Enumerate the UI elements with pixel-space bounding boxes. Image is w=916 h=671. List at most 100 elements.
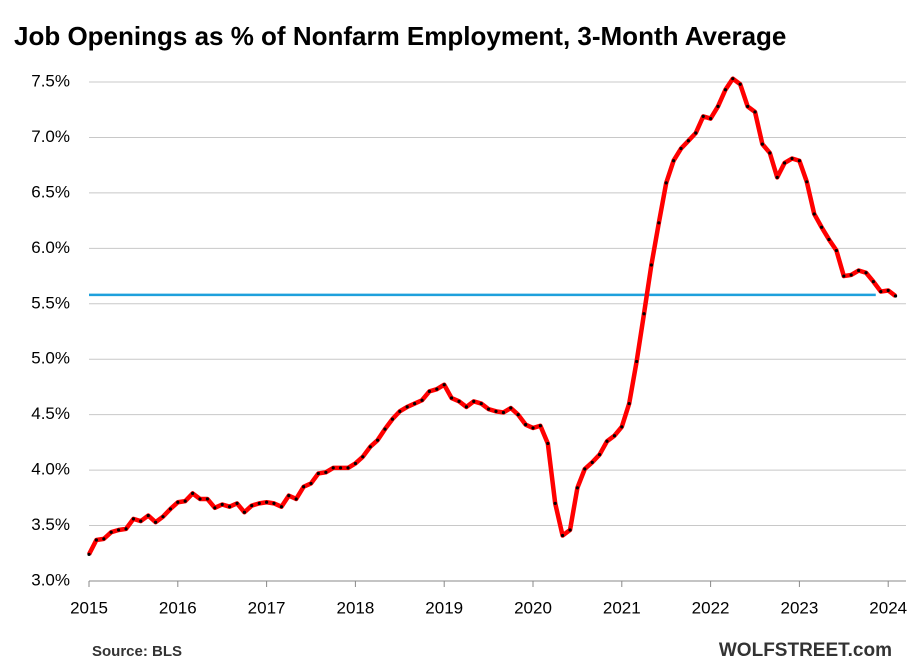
point [709, 116, 713, 121]
point [583, 467, 587, 471]
point [457, 399, 461, 403]
point [642, 312, 646, 316]
point [376, 438, 380, 442]
point [205, 497, 209, 501]
point [257, 501, 261, 505]
brand: WOLFSTREET.com [719, 640, 892, 661]
point [183, 499, 187, 503]
point [612, 434, 617, 438]
point [760, 142, 764, 146]
point [671, 159, 676, 163]
point [116, 528, 121, 532]
point [598, 452, 602, 457]
point [361, 455, 365, 459]
x-tick-label: 2024 [869, 598, 907, 617]
point [242, 510, 246, 514]
point [265, 500, 269, 504]
point [198, 497, 202, 501]
point [731, 77, 735, 81]
x-tick-label: 2021 [603, 598, 641, 617]
point [287, 494, 291, 498]
x-tick-label: 2017 [248, 598, 286, 617]
point [849, 273, 853, 277]
point [575, 486, 580, 490]
y-tick-label: 6.0% [31, 238, 70, 257]
y-tick-label: 5.0% [31, 349, 70, 368]
point [857, 268, 861, 273]
point [635, 359, 639, 364]
y-tick-label: 4.5% [31, 404, 70, 423]
point [501, 410, 506, 415]
point [753, 110, 757, 114]
point [686, 139, 691, 143]
point [553, 501, 557, 505]
point [420, 398, 424, 402]
point [368, 445, 372, 449]
point [694, 131, 698, 135]
point [531, 426, 535, 430]
point [679, 146, 683, 151]
point [546, 441, 550, 446]
y-tick-label: 7.5% [31, 71, 70, 90]
x-tick-label: 2016 [159, 598, 197, 617]
point [812, 212, 816, 216]
x-tick-label: 2018 [336, 598, 374, 617]
point [235, 501, 239, 505]
point [309, 481, 313, 486]
source: Source: BLS [92, 643, 182, 660]
point [827, 237, 831, 242]
point [701, 114, 705, 118]
point [324, 470, 328, 474]
point [538, 424, 542, 428]
point [479, 401, 483, 406]
point [738, 82, 742, 86]
point [487, 407, 491, 411]
point [620, 425, 624, 429]
point [390, 417, 395, 421]
point [427, 389, 431, 393]
point [398, 409, 402, 413]
x-tick-label: 2015 [70, 598, 108, 617]
x-tick-label: 2020 [514, 598, 552, 617]
point [109, 530, 113, 534]
point [464, 405, 468, 409]
point [605, 439, 609, 443]
point [834, 248, 839, 253]
point [657, 221, 661, 225]
point [272, 501, 276, 505]
y-tick-label: 6.5% [31, 182, 70, 201]
point [131, 517, 135, 521]
point [664, 181, 668, 185]
point [820, 225, 824, 229]
point [524, 423, 528, 427]
point [316, 471, 320, 476]
point [797, 159, 802, 163]
series-line [86, 76, 897, 556]
point [775, 175, 779, 179]
point [139, 519, 143, 523]
point [161, 515, 165, 519]
point [338, 466, 343, 470]
point [627, 401, 631, 406]
point [213, 506, 217, 510]
point [746, 104, 750, 108]
chart-title: Job Openings as % of Nonfarm Employment,… [14, 21, 786, 51]
point [405, 405, 409, 409]
x-tick-label: 2023 [780, 598, 818, 617]
point [87, 552, 91, 556]
point [509, 406, 513, 410]
point [383, 427, 387, 431]
point [842, 274, 846, 278]
point [560, 533, 565, 538]
point [864, 271, 868, 275]
point [886, 288, 890, 293]
point [346, 466, 350, 470]
point [516, 413, 520, 417]
point [353, 461, 357, 466]
point [227, 505, 232, 509]
y-tick-label: 5.5% [31, 293, 70, 312]
point [176, 500, 180, 504]
point [154, 520, 158, 524]
